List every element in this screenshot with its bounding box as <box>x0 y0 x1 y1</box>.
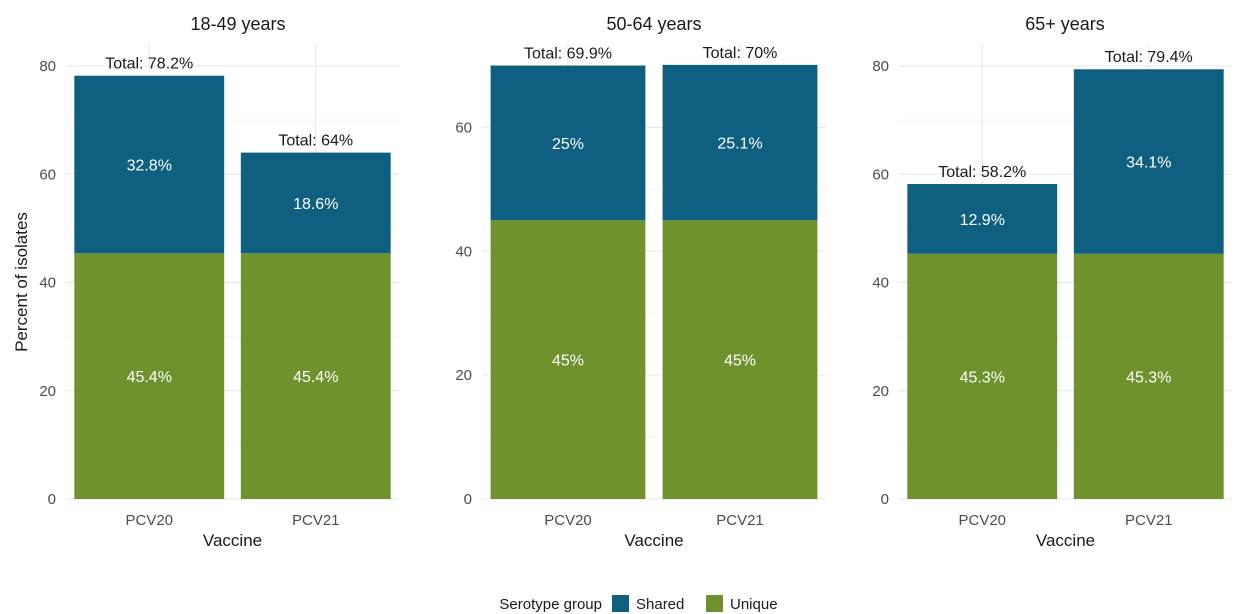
legend-label: Shared <box>636 596 684 613</box>
y-tick-label: 60 <box>872 166 889 183</box>
segment-value-label: 45% <box>724 353 756 370</box>
bar-segment-unique <box>662 220 818 500</box>
segment-value-label: 18.6% <box>293 196 338 213</box>
x-axis-title: Vaccine <box>1036 531 1095 550</box>
bar-segment-unique <box>907 253 1058 499</box>
bar-total-label: Total: 79.4% <box>1105 49 1193 66</box>
x-tick-label: PCV20 <box>544 512 592 529</box>
legend: Serotype group Shared Unique <box>499 595 778 613</box>
segment-value-label: 45.3% <box>960 369 1005 386</box>
segment-value-label: 45.4% <box>127 369 172 386</box>
y-tick-label: 60 <box>455 119 472 136</box>
panel-1: 18-49 years 0 20 40 60 80 45.4% 32.8% Total: 78.… <box>39 14 399 550</box>
panel-3: 65+ years 0 20 40 60 80 45.3% 12.9% Total: 58.2%… <box>872 14 1232 550</box>
legend-swatch-unique <box>706 595 723 612</box>
segment-value-label: 34.1% <box>1126 155 1171 172</box>
bar-segment-shared <box>1073 69 1224 254</box>
y-tick-label: 20 <box>872 383 889 400</box>
legend-title: Serotype group <box>499 596 602 613</box>
legend-entries: Shared Unique <box>612 595 778 613</box>
bar-segment-shared <box>662 64 818 221</box>
y-tick-label: 0 <box>464 491 472 508</box>
x-axis-title: Vaccine <box>624 531 683 550</box>
panel-2: 50-64 years 0 20 40 60 45% 25% Total: 69.9% PCV2… <box>455 14 826 550</box>
y-tick-label: 80 <box>39 58 56 75</box>
segment-value-label: 45% <box>552 353 584 370</box>
y-axis-title: Percent of isolates <box>12 212 31 352</box>
chart-panels: 18-49 years 0 20 40 60 80 45.4% 32.8% Total: 78.… <box>39 14 1232 550</box>
x-tick-label: PCV20 <box>958 512 1006 529</box>
bar-segment-unique <box>240 253 391 499</box>
segment-value-label: 25.1% <box>717 136 762 153</box>
x-tick-label: PCV21 <box>1125 512 1173 529</box>
bar-segment-unique <box>1073 253 1224 499</box>
legend-swatch-shared <box>612 595 629 612</box>
x-tick-label: PCV21 <box>292 512 340 529</box>
y-tick-label: 40 <box>872 275 889 292</box>
bar-segment-shared <box>74 75 225 254</box>
x-tick-label: PCV20 <box>125 512 173 529</box>
y-tick-label: 60 <box>39 166 56 183</box>
bar-total-label: Total: 58.2% <box>938 164 1026 181</box>
legend-label: Unique <box>730 596 778 613</box>
y-tick-label: 20 <box>455 367 472 384</box>
segment-value-label: 45.4% <box>293 369 338 386</box>
segment-value-label: 45.3% <box>1126 369 1171 386</box>
segment-value-label: 25% <box>552 136 584 153</box>
y-tick-label: 20 <box>39 383 56 400</box>
panel-title: 18-49 years <box>190 14 285 34</box>
bar-total-label: Total: 78.2% <box>105 56 193 73</box>
bar-segment-shared <box>490 65 646 221</box>
bar-segment-shared <box>240 152 391 254</box>
panel-title: 50-64 years <box>606 14 701 34</box>
y-tick-label: 40 <box>455 243 472 260</box>
bar-segment-unique <box>74 253 225 499</box>
panel-title: 65+ years <box>1025 14 1105 34</box>
segment-value-label: 32.8% <box>127 158 172 175</box>
y-tick-label: 0 <box>881 491 889 508</box>
bar-total-label: Total: 64% <box>278 133 353 150</box>
bar-segment-shared <box>907 183 1058 254</box>
segment-value-label: 12.9% <box>960 212 1005 229</box>
bar-segment-unique <box>490 220 646 500</box>
bar-total-label: Total: 69.9% <box>524 46 612 63</box>
bar-total-label: Total: 70% <box>703 45 778 62</box>
y-tick-label: 80 <box>872 58 889 75</box>
x-tick-label: PCV21 <box>716 512 764 529</box>
x-axis-title: Vaccine <box>203 531 262 550</box>
y-tick-label: 0 <box>48 491 56 508</box>
y-tick-label: 40 <box>39 275 56 292</box>
